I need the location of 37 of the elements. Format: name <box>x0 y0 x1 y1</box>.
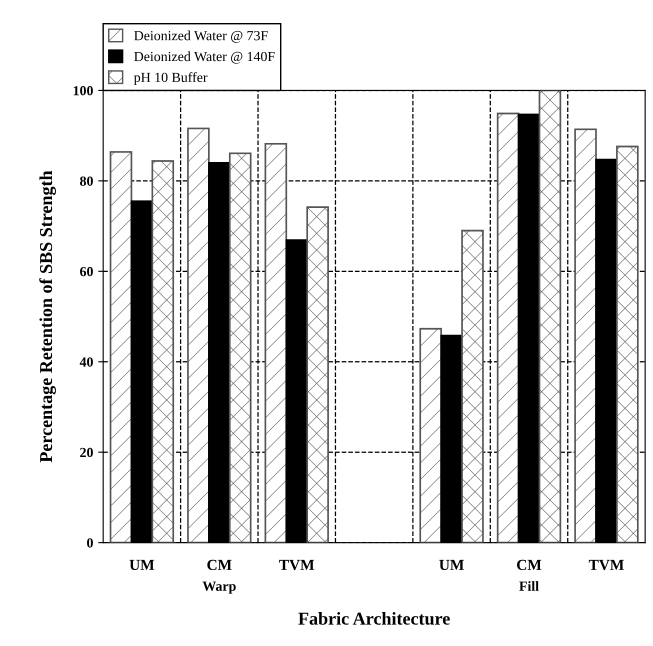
bar <box>419 328 442 543</box>
x-tick-label: UM <box>130 560 154 570</box>
bar <box>264 142 288 543</box>
y-tick-label: 80 <box>80 176 93 186</box>
y-tick-label: 60 <box>80 266 93 276</box>
legend-label: Deionized Water @ 140F <box>134 51 275 64</box>
x-tick-label: TVM <box>588 560 624 570</box>
x-tick-label: CM <box>517 560 542 570</box>
text: Fill <box>519 581 539 591</box>
bar <box>574 128 597 543</box>
legend-label: pH 10 Buffer <box>134 72 208 85</box>
y-tick-label: 40 <box>80 357 93 367</box>
bar <box>208 162 231 543</box>
y-tick-label: 20 <box>80 448 93 458</box>
legend-label: Deionized Water @ 73F <box>134 30 268 43</box>
bar <box>595 158 618 543</box>
x-tick-label: CM <box>207 560 232 570</box>
bar <box>130 200 154 543</box>
y-tick-label: 100 <box>74 86 93 96</box>
bar <box>285 239 308 543</box>
bar <box>496 112 520 543</box>
y-tick-label: 0 <box>87 538 93 548</box>
bar <box>616 146 639 543</box>
bar <box>440 334 463 543</box>
x-tick-label: UM <box>439 560 464 570</box>
x-tick-label: TVM <box>279 560 314 570</box>
text: Warp <box>202 582 236 594</box>
y-axis-title: Percentage Retention of SBS Strength <box>39 170 56 462</box>
bar <box>187 128 210 543</box>
bar <box>110 151 132 543</box>
bar <box>228 152 252 543</box>
bar <box>306 206 329 543</box>
bar <box>538 90 562 543</box>
bar <box>152 160 174 543</box>
x-axis-title: Fabric Architecture <box>298 612 450 625</box>
bar <box>461 230 484 543</box>
bar <box>518 114 540 543</box>
